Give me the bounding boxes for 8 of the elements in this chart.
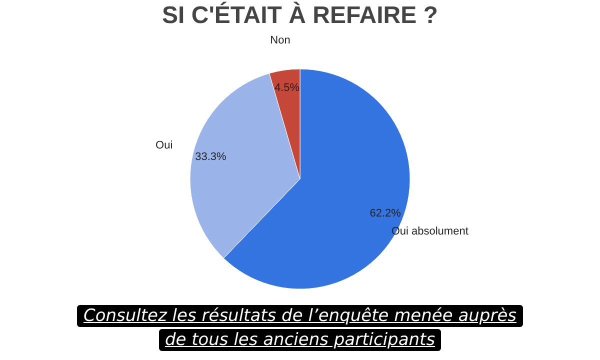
slice-label: Non — [270, 34, 290, 46]
data-label: 62.2% — [370, 207, 402, 220]
text: de tous les anciens participants — [158, 329, 442, 351]
data-label: 4.5% — [274, 82, 300, 94]
data-label: 33.3% — [195, 150, 226, 163]
text: Consultez les résultats de l’enquête menée auprès — [77, 305, 523, 327]
slice-label: Oui — [156, 139, 173, 152]
chart-title: SI C'ÉTAIT À REFAIRE ? — [161, 0, 439, 31]
